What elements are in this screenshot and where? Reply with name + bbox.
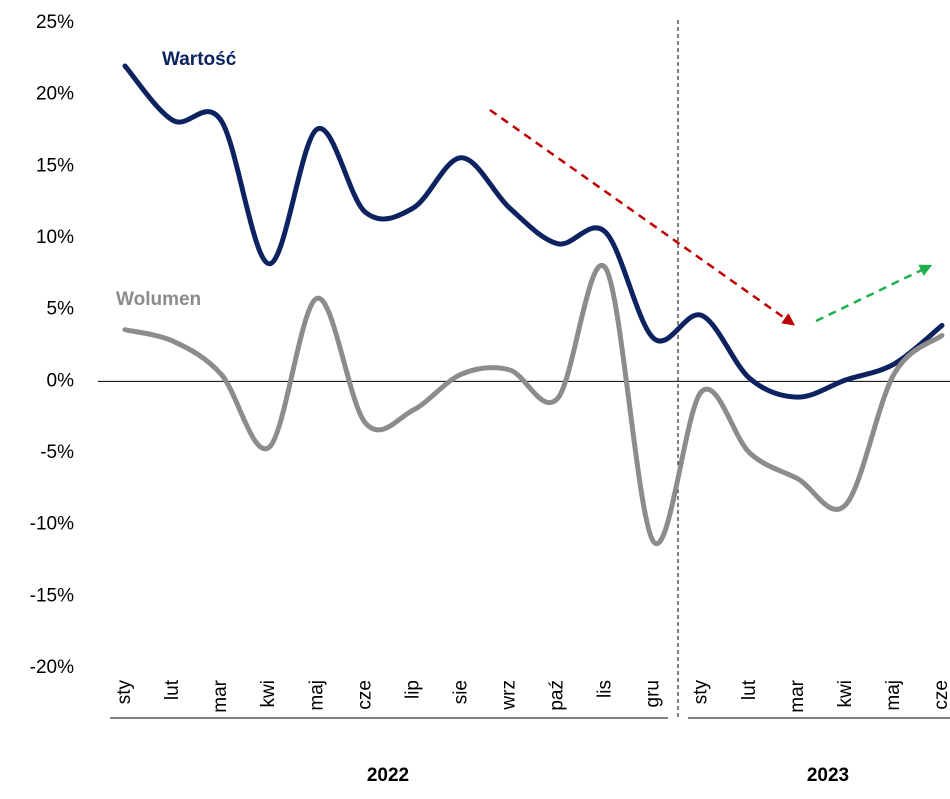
series-line — [122, 63, 945, 400]
y-tick-label: -5% — [40, 442, 74, 463]
x-tick-label: wrz — [498, 680, 519, 711]
y-tick-label: 20% — [36, 84, 74, 105]
x-tick-label: sty — [691, 680, 712, 705]
x-tick-label: paź — [547, 680, 568, 711]
year-label: 2023 — [807, 765, 849, 786]
x-tick-label: maj — [883, 680, 904, 711]
x-tick-label: gru — [643, 680, 664, 707]
x-tick-label: mar — [210, 679, 231, 712]
y-tick-label: -20% — [30, 657, 74, 678]
x-tick-label: maj — [306, 680, 327, 711]
x-tick-label: mar — [787, 679, 808, 712]
x-tick-label: lut — [162, 679, 183, 700]
x-tick-label: lis — [595, 680, 616, 698]
y-tick-label: 15% — [36, 155, 74, 176]
year-label: 2022 — [367, 765, 409, 786]
x-tick-label: cze — [931, 680, 950, 710]
trend-arrow-down — [489, 108, 796, 326]
x-tick-label: kwi — [835, 680, 856, 707]
y-tick-label: 25% — [36, 12, 74, 33]
series-label: Wartość — [162, 49, 237, 70]
x-tick-label: lip — [402, 680, 423, 699]
y-tick-label: 5% — [47, 299, 75, 320]
series-label: Wolumen — [116, 289, 201, 310]
x-tick-label: sie — [450, 680, 471, 704]
x-tick-label: sty — [114, 680, 135, 705]
y-tick-label: 10% — [36, 227, 74, 248]
x-tick-label: kwi — [258, 680, 279, 707]
y-tick-label: -15% — [30, 585, 74, 606]
y-tick-label: 0% — [47, 370, 75, 391]
x-tick-label: cze — [354, 680, 375, 710]
x-tick-label: lut — [739, 679, 760, 700]
trend-arrow-up — [815, 264, 933, 323]
series-line — [122, 262, 945, 547]
y-tick-label: -10% — [30, 514, 74, 535]
